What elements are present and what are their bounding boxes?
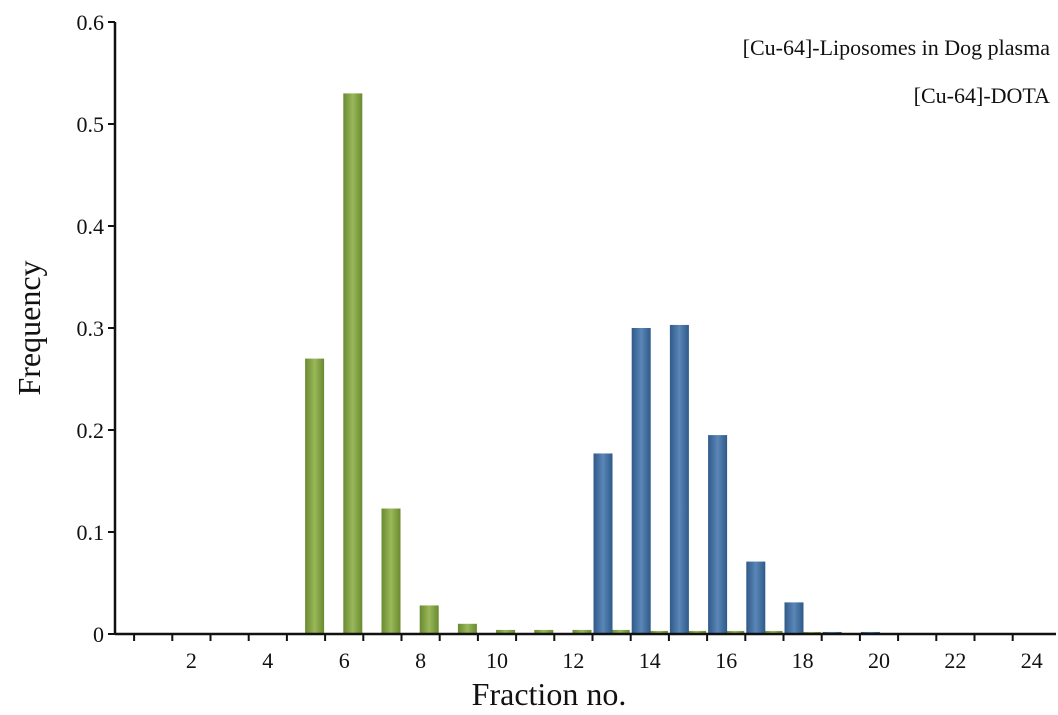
x-tick-label: 6 [339,648,350,673]
x-tick-label: 2 [186,648,197,673]
bar-dota [593,453,613,634]
bar-liposomes [343,93,363,634]
legend-entry-dota: [Cu-64]-DOTA [914,83,1050,108]
x-tick-label: 8 [415,648,426,673]
y-tick-label: 0.2 [77,418,105,443]
bars-layer [305,93,880,634]
y-tick-label: 0.5 [77,112,105,137]
x-tick-label: 18 [792,648,814,673]
y-axis-label: Frequency [11,260,47,395]
y-tick-label: 0.3 [77,316,105,341]
legend-entry-liposomes: [Cu-64]-Liposomes in Dog plasma [743,35,1051,60]
y-tick-label: 0.6 [77,10,105,35]
bar-liposomes [763,630,783,634]
x-tick-label: 16 [715,648,737,673]
bar-liposomes [610,629,630,634]
x-ticks: 2 4 6 8 10 12 14 16 18 20 22 24 [133,634,1043,673]
bar-liposomes [725,630,745,634]
y-ticks: 0 0.1 0.2 0.3 0.4 0.5 0.6 [77,10,115,647]
x-tick-label: 24 [1021,648,1043,673]
bar-liposomes [419,605,439,634]
bar-liposomes [496,629,516,634]
bar-dota [708,435,728,634]
bar-dota [746,561,766,634]
y-tick-label: 0.4 [77,214,105,239]
x-tick-label: 20 [868,648,890,673]
bar-liposomes [572,629,592,634]
bar-dota [784,602,804,634]
bar-liposomes [648,630,668,634]
bar-dota [631,328,651,634]
x-tick-label: 14 [639,648,661,673]
bar-liposomes [457,623,477,634]
bar-liposomes [687,630,707,634]
bar-liposomes [534,629,554,634]
x-tick-label: 12 [562,648,584,673]
x-tick-label: 10 [486,648,508,673]
bar-liposomes [381,508,401,634]
y-tick-label: 0.1 [77,520,105,545]
x-tick-label: 4 [262,648,273,673]
y-tick-label: 0 [93,622,104,647]
bar-dota [669,324,689,634]
x-axis-label: Fraction no. [472,676,627,712]
bar-liposomes [305,358,325,634]
x-tick-label: 22 [944,648,966,673]
